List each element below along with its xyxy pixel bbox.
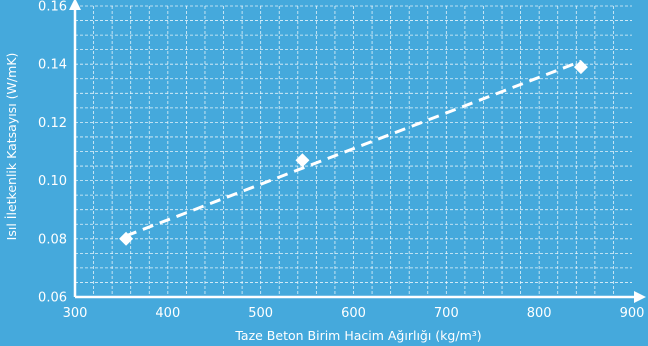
x-tick-label: 800 <box>527 306 552 321</box>
x-tick-label: 500 <box>248 306 273 321</box>
y-tick-label: 0.06 <box>38 291 67 306</box>
y-tick-label: 0.12 <box>38 116 67 131</box>
y-axis-label: Isıl İletkenlik Katsayısı (W/mK) <box>4 53 19 241</box>
data-point <box>295 153 310 168</box>
y-tick-label: 0.16 <box>38 0 67 15</box>
x-tick-label: 700 <box>434 306 459 321</box>
y-tick-label: 0.08 <box>38 232 67 247</box>
x-tick-label: 900 <box>620 306 645 321</box>
grid <box>75 5 632 297</box>
x-tick-label: 600 <box>341 306 366 321</box>
x-axis-arrow <box>634 291 646 303</box>
y-tick-label: 0.14 <box>38 58 67 73</box>
x-tick-label: 300 <box>63 306 88 321</box>
y-tick-label: 0.10 <box>38 174 67 189</box>
trendline <box>125 59 582 238</box>
data-points <box>119 60 588 246</box>
y-axis-arrow <box>69 0 81 10</box>
data-point <box>573 60 588 75</box>
x-tick-label: 400 <box>155 306 180 321</box>
trendline-group <box>125 59 582 238</box>
tick-labels: 300 400 500 600 700 800 900 0.06 0.08 0.10 0.12 0.1… <box>38 0 644 321</box>
axes <box>69 0 646 303</box>
data-point <box>119 231 134 246</box>
x-axis-label: Taze Beton Birim Hacim Ağırlığı (kg/m³) <box>234 328 481 343</box>
